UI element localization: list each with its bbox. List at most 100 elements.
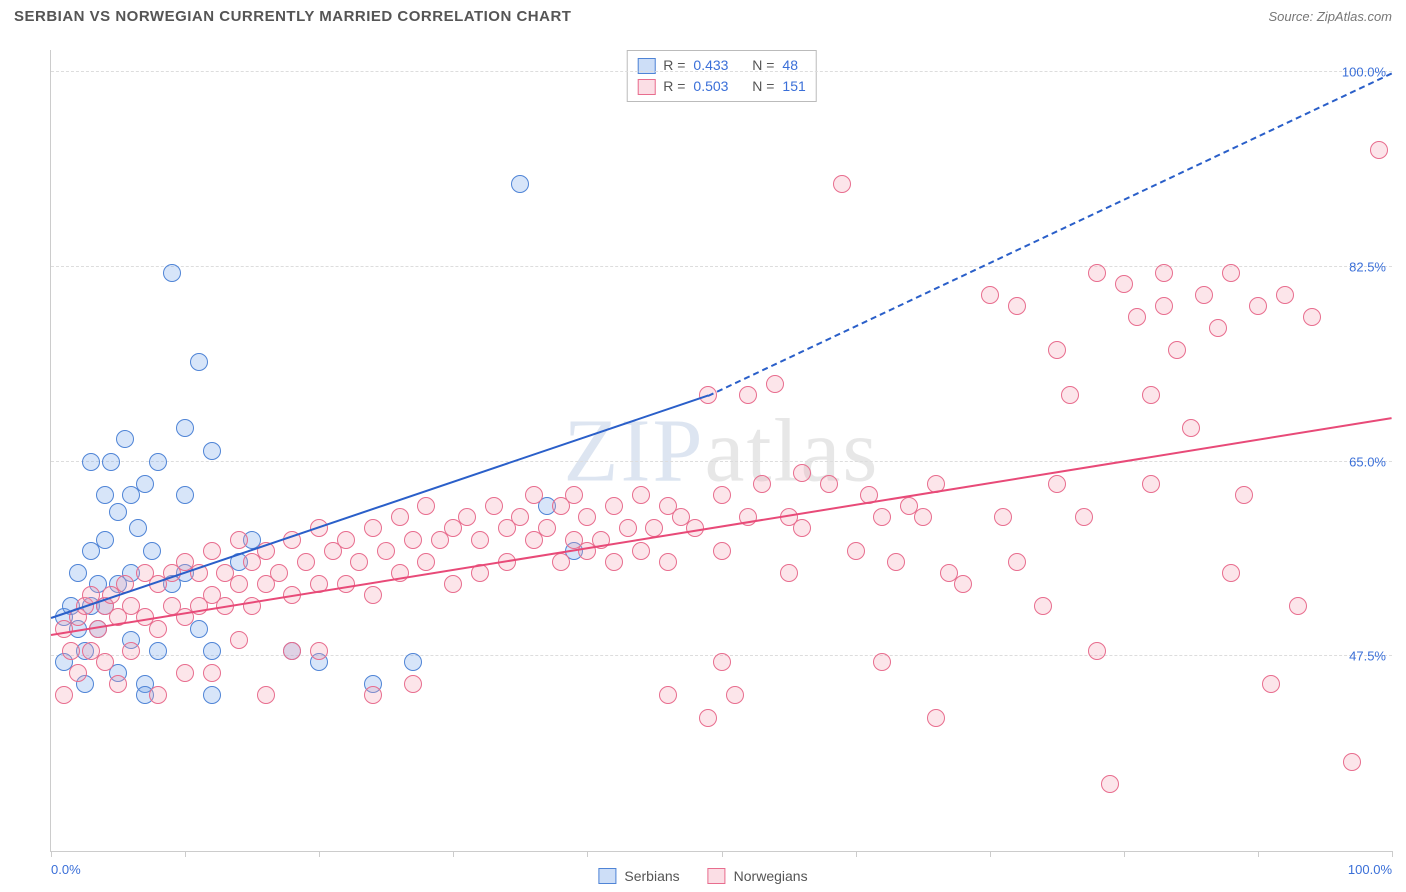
watermark-part-1: ZIP [564, 401, 705, 500]
data-point [163, 264, 181, 282]
data-point [404, 675, 422, 693]
data-point [96, 653, 114, 671]
data-point [1235, 486, 1253, 504]
data-point [954, 575, 972, 593]
x-tick [185, 851, 186, 857]
data-point [1289, 597, 1307, 615]
data-point [176, 486, 194, 504]
data-point [511, 175, 529, 193]
legend-label: Serbians [624, 868, 679, 884]
data-point [713, 542, 731, 560]
data-point [82, 453, 100, 471]
data-point [659, 686, 677, 704]
chart-header: SERBIAN VS NORWEGIAN CURRENTLY MARRIED C… [0, 0, 1406, 29]
data-point [96, 486, 114, 504]
gridline [51, 461, 1392, 462]
data-point [538, 519, 556, 537]
data-point [578, 508, 596, 526]
r-value: 0.433 [693, 55, 728, 76]
gridline [51, 266, 1392, 267]
data-point [726, 686, 744, 704]
data-point [102, 453, 120, 471]
data-point [994, 508, 1012, 526]
data-point [1343, 753, 1361, 771]
data-point [981, 286, 999, 304]
data-point [873, 653, 891, 671]
gridline [51, 71, 1392, 72]
r-label: R = [663, 76, 685, 97]
data-point [149, 620, 167, 638]
data-point [1115, 275, 1133, 293]
data-point [116, 430, 134, 448]
data-point [1370, 141, 1388, 159]
n-label: N = [752, 55, 774, 76]
data-point [780, 564, 798, 582]
data-point [203, 542, 221, 560]
legend-item: Norwegians [708, 868, 808, 884]
data-point [1048, 475, 1066, 493]
data-point [1262, 675, 1280, 693]
data-point [1075, 508, 1093, 526]
data-point [847, 542, 865, 560]
data-point [525, 486, 543, 504]
data-point [1101, 775, 1119, 793]
data-point [699, 709, 717, 727]
data-point [364, 586, 382, 604]
series-legend: Serbians Norwegians [598, 868, 807, 884]
data-point [552, 553, 570, 571]
data-point [1168, 341, 1186, 359]
data-point [310, 642, 328, 660]
data-point [605, 497, 623, 515]
data-point [149, 642, 167, 660]
x-tick [453, 851, 454, 857]
data-point [122, 642, 140, 660]
chart-source: Source: ZipAtlas.com [1268, 9, 1392, 24]
data-point [1222, 264, 1240, 282]
x-tick [856, 851, 857, 857]
trend-line [51, 417, 1392, 636]
data-point [887, 553, 905, 571]
data-point [1088, 264, 1106, 282]
data-point [632, 542, 650, 560]
data-point [203, 642, 221, 660]
chart-title: SERBIAN VS NORWEGIAN CURRENTLY MARRIED C… [14, 8, 571, 25]
x-tick [587, 851, 588, 857]
legend-label: Norwegians [734, 868, 808, 884]
data-point [1061, 386, 1079, 404]
series-swatch [637, 79, 655, 95]
data-point [337, 575, 355, 593]
data-point [1182, 419, 1200, 437]
data-point [377, 542, 395, 560]
data-point [793, 464, 811, 482]
x-tick [1392, 851, 1393, 857]
data-point [753, 475, 771, 493]
n-value: 48 [782, 55, 798, 76]
data-point [391, 508, 409, 526]
data-point [914, 508, 932, 526]
data-point [739, 386, 757, 404]
data-point [203, 664, 221, 682]
data-point [471, 531, 489, 549]
n-value: 151 [782, 76, 805, 97]
data-point [417, 497, 435, 515]
data-point [766, 375, 784, 393]
data-point [350, 553, 368, 571]
stats-row: R =0.503 N =151 [637, 76, 806, 97]
data-point [404, 653, 422, 671]
data-point [69, 564, 87, 582]
n-label: N = [752, 76, 774, 97]
r-label: R = [663, 55, 685, 76]
correlation-stats-box: R =0.433 N =48R =0.503 N =151 [626, 50, 817, 102]
data-point [149, 453, 167, 471]
data-point [1088, 642, 1106, 660]
data-point [1195, 286, 1213, 304]
y-tick-label: 47.5% [1349, 649, 1386, 664]
legend-swatch [708, 868, 726, 884]
x-axis-label: 0.0% [51, 862, 81, 877]
chart-area: Currently Married ZIPatlas R =0.433 N =4… [0, 40, 1406, 892]
legend-swatch [598, 868, 616, 884]
data-point [176, 419, 194, 437]
data-point [1034, 597, 1052, 615]
x-tick [319, 851, 320, 857]
data-point [149, 686, 167, 704]
